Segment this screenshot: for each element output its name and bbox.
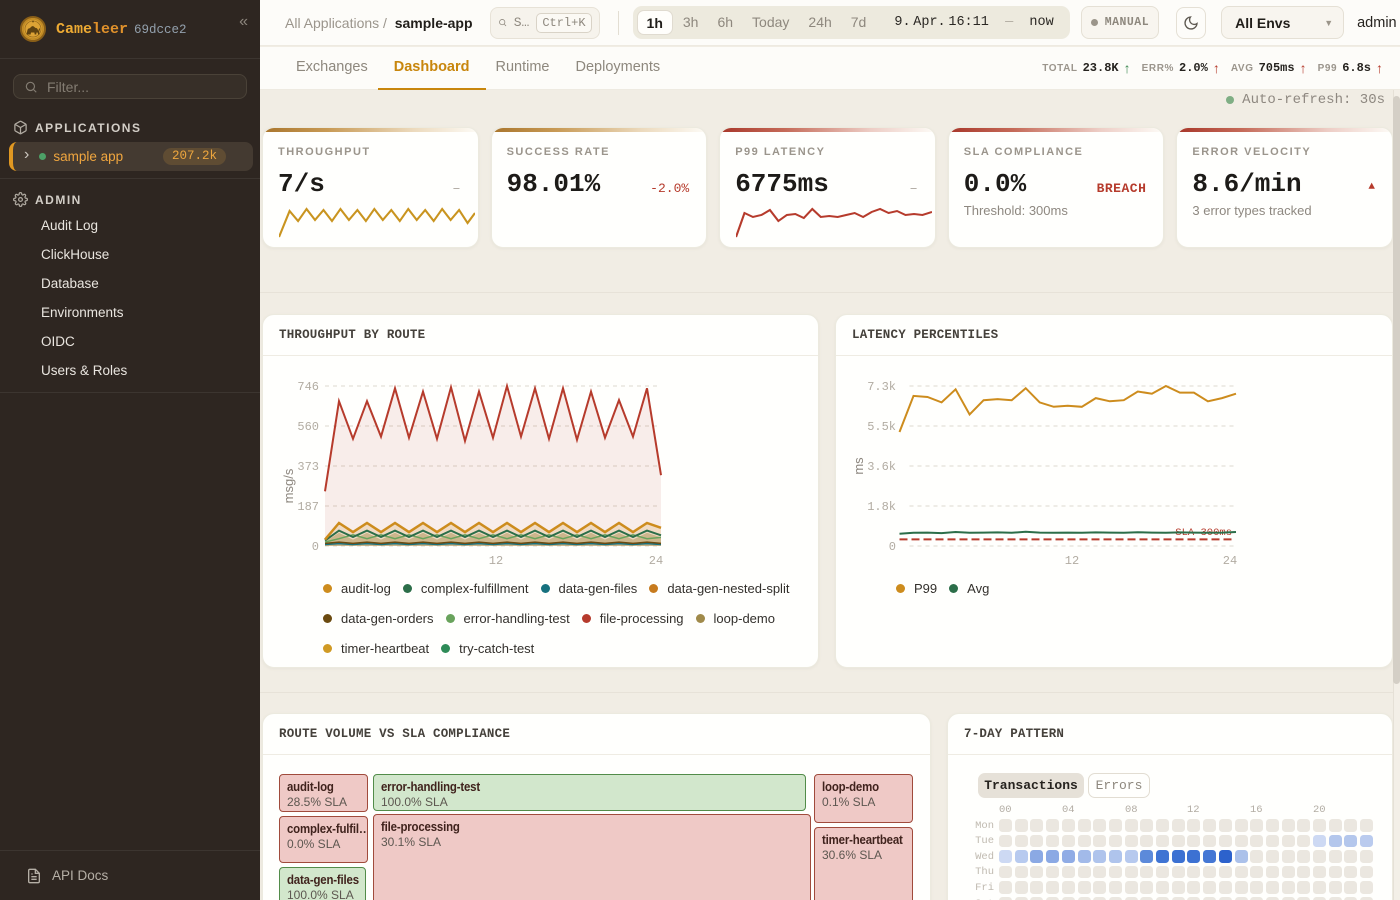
svg-text:0: 0 — [312, 540, 319, 554]
svg-text:1.8k: 1.8k — [867, 500, 896, 514]
svg-text:3.6k: 3.6k — [867, 460, 896, 474]
svg-text:560: 560 — [297, 420, 319, 434]
svg-text:msg/s: msg/s — [281, 468, 296, 503]
svg-text:24: 24 — [649, 554, 663, 568]
svg-text:7.3k: 7.3k — [867, 380, 896, 394]
svg-text:12: 12 — [1065, 554, 1079, 568]
svg-text:0: 0 — [889, 540, 896, 554]
svg-text:187: 187 — [297, 500, 319, 514]
svg-text:373: 373 — [297, 460, 319, 474]
svg-text:ms: ms — [851, 457, 866, 475]
svg-text:746: 746 — [297, 380, 319, 394]
svg-text:24: 24 — [1223, 554, 1237, 568]
svg-text:12: 12 — [489, 554, 503, 568]
svg-text:5.5k: 5.5k — [867, 420, 896, 434]
